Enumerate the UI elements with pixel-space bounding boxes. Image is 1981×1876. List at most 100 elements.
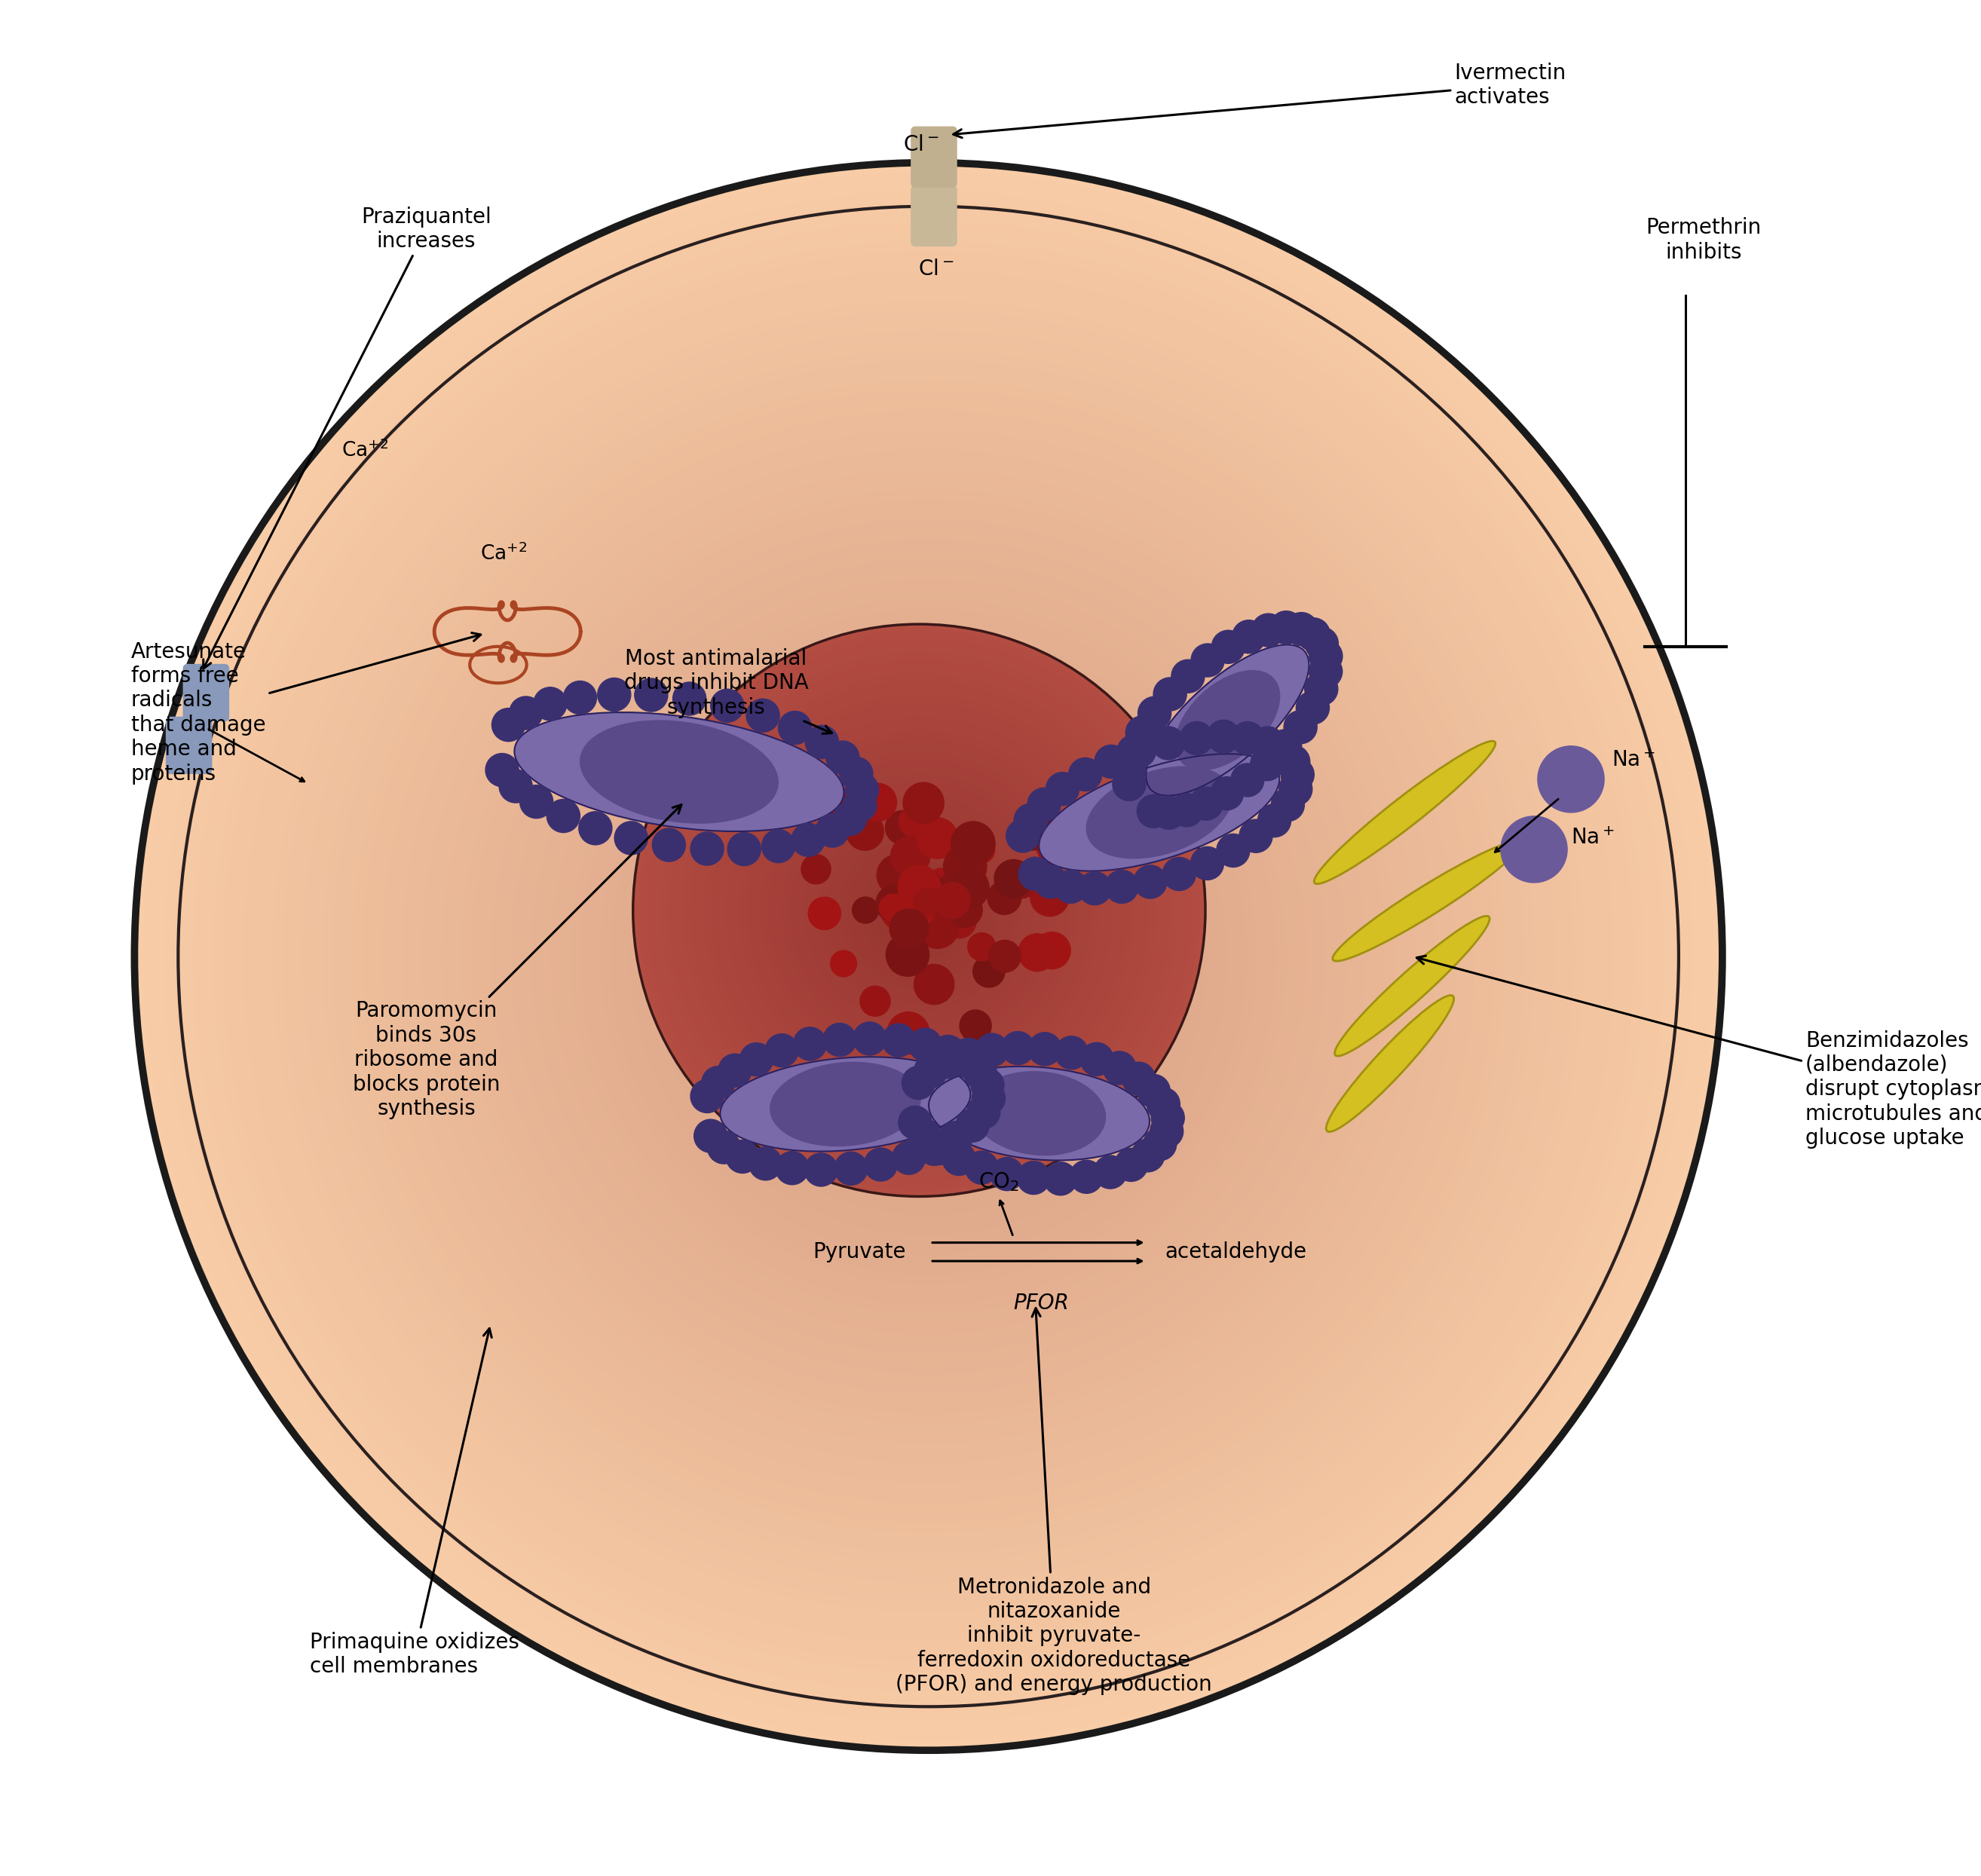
Circle shape xyxy=(860,784,897,822)
Circle shape xyxy=(691,833,723,865)
Circle shape xyxy=(660,688,1197,1225)
Circle shape xyxy=(485,754,519,786)
Circle shape xyxy=(994,859,1032,899)
Circle shape xyxy=(951,822,994,865)
FancyBboxPatch shape xyxy=(166,719,212,773)
Circle shape xyxy=(779,711,812,745)
Text: Ca$^{+2}$: Ca$^{+2}$ xyxy=(479,544,527,565)
Circle shape xyxy=(1250,747,1284,780)
Circle shape xyxy=(935,882,971,919)
Circle shape xyxy=(462,490,1395,1422)
Circle shape xyxy=(1103,1051,1135,1084)
Circle shape xyxy=(155,182,1702,1730)
Circle shape xyxy=(551,580,1305,1334)
Ellipse shape xyxy=(973,1071,1105,1156)
Circle shape xyxy=(683,673,1155,1146)
Circle shape xyxy=(273,302,1583,1611)
Circle shape xyxy=(973,1082,1004,1114)
Circle shape xyxy=(963,1056,996,1088)
Circle shape xyxy=(135,163,1721,1750)
Circle shape xyxy=(860,887,998,1026)
Circle shape xyxy=(654,645,1185,1174)
Circle shape xyxy=(719,749,1137,1165)
Text: Benzimidazoles
(albendazole)
disrupt cytoplasmic
microtubules and
glucose uptake: Benzimidazoles (albendazole) disrupt cyt… xyxy=(1416,955,1981,1148)
Text: Praziquantel
increases: Praziquantel increases xyxy=(204,206,491,668)
Ellipse shape xyxy=(1335,915,1490,1056)
Circle shape xyxy=(1113,752,1145,786)
Circle shape xyxy=(547,799,580,833)
Circle shape xyxy=(864,1148,897,1182)
Circle shape xyxy=(808,780,848,820)
Circle shape xyxy=(1537,747,1605,812)
Circle shape xyxy=(634,679,668,711)
Circle shape xyxy=(697,688,1141,1131)
Circle shape xyxy=(1036,824,1080,867)
Circle shape xyxy=(481,510,1375,1403)
Circle shape xyxy=(1171,794,1202,827)
Circle shape xyxy=(1153,795,1185,829)
Circle shape xyxy=(725,717,1113,1103)
Circle shape xyxy=(1028,1032,1062,1066)
Circle shape xyxy=(1258,805,1292,837)
Circle shape xyxy=(1266,735,1300,767)
Circle shape xyxy=(878,854,917,895)
Circle shape xyxy=(145,173,1712,1741)
Circle shape xyxy=(739,1043,773,1077)
Circle shape xyxy=(927,869,955,895)
Circle shape xyxy=(610,640,1246,1274)
Circle shape xyxy=(1191,643,1224,677)
Circle shape xyxy=(1018,818,1050,850)
Circle shape xyxy=(432,460,1424,1452)
Text: Na$^+$: Na$^+$ xyxy=(1571,827,1615,848)
FancyBboxPatch shape xyxy=(184,664,228,720)
Circle shape xyxy=(840,867,1018,1045)
Circle shape xyxy=(886,810,919,844)
Circle shape xyxy=(1115,1148,1147,1182)
Circle shape xyxy=(848,839,990,981)
Circle shape xyxy=(889,908,929,947)
Circle shape xyxy=(909,1028,941,1062)
Circle shape xyxy=(897,1107,931,1139)
Circle shape xyxy=(840,758,874,790)
Circle shape xyxy=(719,709,1119,1111)
Text: PFOR: PFOR xyxy=(1012,1293,1070,1313)
Circle shape xyxy=(709,737,1147,1174)
Circle shape xyxy=(860,987,889,1017)
Circle shape xyxy=(897,865,941,908)
Circle shape xyxy=(1014,803,1048,837)
Circle shape xyxy=(679,709,1177,1204)
Circle shape xyxy=(990,1157,1024,1191)
Circle shape xyxy=(800,827,1058,1086)
Circle shape xyxy=(1280,773,1311,807)
Circle shape xyxy=(630,658,1226,1255)
Circle shape xyxy=(1252,613,1286,647)
Ellipse shape xyxy=(1325,996,1454,1131)
Circle shape xyxy=(852,897,880,923)
Circle shape xyxy=(620,649,1236,1264)
Circle shape xyxy=(826,741,860,775)
Circle shape xyxy=(854,1022,886,1054)
Circle shape xyxy=(1230,722,1264,754)
Circle shape xyxy=(1232,621,1266,653)
Circle shape xyxy=(184,212,1672,1702)
Circle shape xyxy=(862,854,977,968)
Circle shape xyxy=(887,1011,929,1054)
Circle shape xyxy=(901,1066,935,1099)
Circle shape xyxy=(1018,857,1052,891)
Circle shape xyxy=(1284,711,1317,743)
Circle shape xyxy=(1137,795,1171,827)
Circle shape xyxy=(705,696,1133,1126)
Circle shape xyxy=(830,857,1028,1056)
Ellipse shape xyxy=(1313,741,1496,884)
Circle shape xyxy=(1268,730,1302,764)
Circle shape xyxy=(1125,717,1159,749)
Circle shape xyxy=(511,540,1345,1373)
Circle shape xyxy=(1181,722,1212,754)
Circle shape xyxy=(1034,865,1068,899)
Circle shape xyxy=(1117,735,1151,767)
Circle shape xyxy=(917,818,957,859)
Circle shape xyxy=(1210,777,1244,810)
Circle shape xyxy=(903,869,943,906)
Circle shape xyxy=(889,917,969,996)
Circle shape xyxy=(1309,640,1343,673)
